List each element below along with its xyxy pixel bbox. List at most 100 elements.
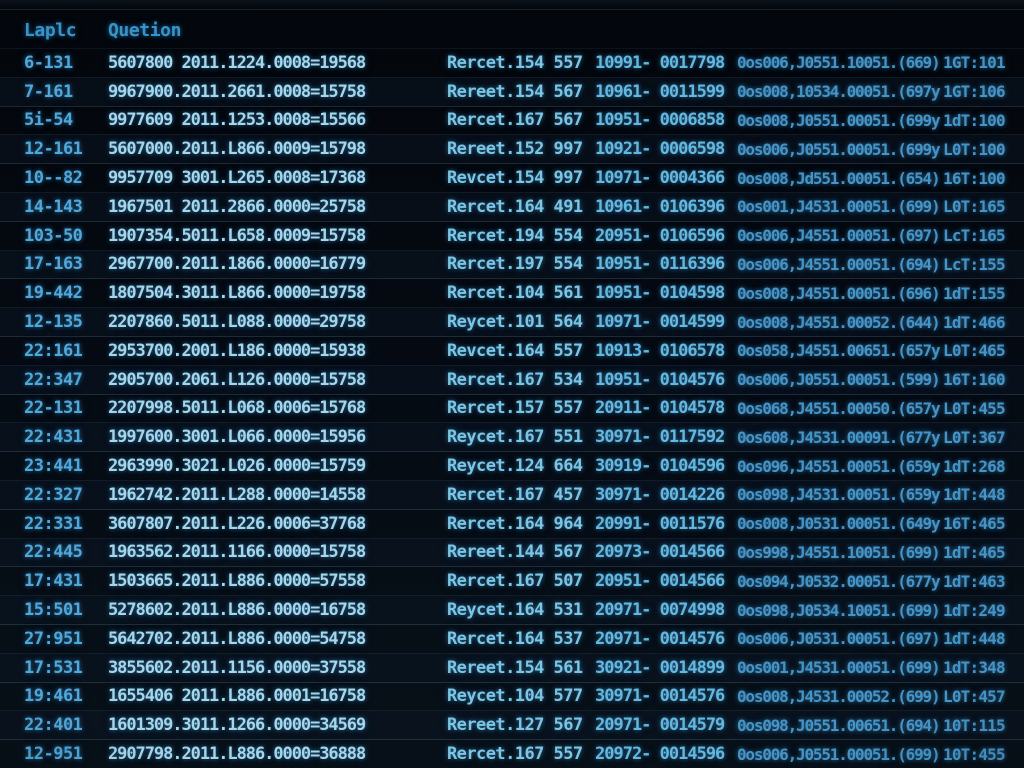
table-row: 22:431 1997600.3001.L066.0000=15956 Reycet…	[0, 422, 1024, 452]
cell-lot: 10T:115	[943, 715, 1006, 735]
table-row: 14-143 1967501 2011.2866.0000=25758 Rercet…	[0, 191, 1024, 221]
cell-os: 0os001,J4531.00051.(699)	[737, 197, 941, 217]
cell-rercet: Rereet.127 567	[447, 715, 583, 736]
cell-code: 10961- 0106396	[595, 196, 725, 217]
table-row: 10--82 9957709 3001.L265.0008=17368 Revcet…	[0, 163, 1024, 192]
cell-os: 0os094,J0532.00051.(677y	[737, 571, 941, 591]
cell-quetion: 9977609 2011.1253.0008=15566	[108, 110, 366, 131]
cell-lot: LcT:165	[943, 226, 1006, 246]
cell-rercet: Rercet.194 554	[447, 225, 583, 246]
data-table: 6-131 5607800 2011.1224.0008=19568 Rercet.…	[0, 48, 1024, 768]
cell-quetion: 1807504.3011.L866.0000=19758	[108, 283, 366, 304]
cell-lapic: 22-131	[24, 398, 83, 419]
cell-code: 10961- 0011599	[595, 81, 725, 102]
cell-rercet: Rercet.164 964	[447, 513, 583, 534]
cell-rercet: Rercet.104 561	[447, 283, 583, 304]
cell-code: 20951- 0014566	[595, 571, 725, 592]
table-row: 6-131 5607800 2011.1224.0008=19568 Rercet.…	[0, 48, 1024, 77]
table-row: 7-161 9967900.2011.2661.0008=15758 Rereet.…	[0, 76, 1024, 106]
cell-rercet: Rereet.154 561	[447, 657, 583, 678]
cell-quetion: 1601309.3011.1266.0000=34569	[108, 715, 366, 736]
cell-os: 0os098,J4531.00051.(659y	[737, 485, 941, 505]
cell-os: 0os058,J4551.00651.(657y	[737, 341, 941, 361]
cell-rercet: Rercet.167 507	[447, 571, 583, 592]
cell-code: 30921- 0014899	[595, 657, 725, 678]
cell-quetion: 5642702.2011.L886.0000=54758	[108, 628, 366, 649]
table-row: 19:461 1655406 2011.L886.0001=16758 Reycet…	[0, 681, 1024, 711]
cell-lapic: 19-442	[24, 283, 83, 304]
cell-lot: 16T:465	[943, 514, 1006, 534]
cell-code: 20951- 0106596	[595, 225, 725, 246]
cell-code: 10921- 0006598	[595, 139, 725, 160]
table-row: 12-135 2207860.5011.L088.0000=29758 Reycet…	[0, 307, 1024, 336]
cell-rercet: Rercet.157 557	[447, 398, 583, 419]
table-row: 22-131 2207998.5011.L068.0006=15768 Rercet…	[0, 393, 1024, 423]
cell-lapic: 17:431	[24, 571, 83, 592]
cell-os: 0os008,J0551.00051.(699y	[737, 110, 941, 130]
cell-os: 0os006,J4551.00051.(697)	[737, 226, 941, 246]
table-row: 22:401 1601309.3011.1266.0000=34569 Rereet…	[0, 710, 1024, 740]
table-row: 103-50 1907354.5011.L658.0009=15758 Rercet…	[0, 220, 1024, 250]
cell-os: 0os008,J4531.00052.(699)	[737, 686, 941, 706]
cell-lapic: 14-143	[24, 196, 83, 217]
column-header-quetion: Quetion	[108, 19, 182, 41]
cell-lot: 1dT:348	[943, 658, 1006, 678]
cell-quetion: 1907354.5011.L658.0009=15758	[108, 225, 366, 246]
cell-quetion: 1655406 2011.L886.0001=16758	[108, 686, 366, 707]
cell-os: 0os008,J0531.00051.(649y	[737, 514, 941, 534]
table-row: 5i-54 9977609 2011.1253.0008=15566 Rercet.…	[0, 105, 1024, 135]
cell-lot: L0T:455	[943, 398, 1006, 418]
cell-rercet: Reycet.124 664	[447, 456, 583, 477]
cell-quetion: 1963562.2011.1166.0000=15758	[108, 542, 366, 563]
cell-lot: L0T:457	[943, 686, 1006, 706]
cell-code: 10951- 0006858	[595, 110, 725, 131]
column-header-lapic: Laplc	[24, 19, 77, 41]
cell-quetion: 1962742.2011.L288.0000=14558	[108, 484, 366, 505]
cell-lot: L0T:100	[943, 139, 1006, 159]
table-row: 27:951 5642702.2011.L886.0000=54758 Rercet…	[0, 623, 1024, 653]
table-row: 12-161 5607000.2011.L866.0009=15798 Rereet…	[0, 134, 1024, 164]
table-row: 23:441 2963990.3021.L026.0000=15759 Reycet…	[0, 451, 1024, 480]
cell-lot: 1dT:100	[943, 110, 1006, 130]
cell-quetion: 1997600.3001.L066.0000=15956	[108, 427, 366, 448]
cell-rercet: Rereet.154 567	[447, 81, 583, 102]
cell-os: 0os006,J0551.10051.(669)	[737, 53, 941, 73]
cell-code: 10971- 0004366	[595, 168, 725, 189]
cell-code: 30971- 0014576	[595, 686, 725, 707]
cell-rercet: Rercet.167 567	[447, 110, 583, 131]
cell-code: 20972- 0014596	[595, 744, 725, 765]
cell-os: 0os006,J0531.00051.(697)	[737, 629, 941, 649]
cell-lapic: 22:347	[24, 369, 83, 390]
cell-code: 20911- 0104578	[595, 398, 725, 419]
cell-os: 0os998,J4551.10051.(699)	[737, 542, 941, 562]
cell-code: 10951- 0104576	[595, 369, 725, 390]
cell-code: 20971- 0074998	[595, 600, 725, 621]
table-row: 17:431 1503665.2011.L886.0000=57558 Rercet…	[0, 566, 1024, 595]
cell-quetion: 9967900.2011.2661.0008=15758	[108, 81, 366, 102]
cell-lot: 1GT:101	[943, 53, 1006, 73]
cell-quetion: 2953700.2001.L186.0000=15938	[108, 340, 366, 361]
cell-lot: LcT:155	[943, 254, 1006, 274]
table-row: 15:501 5278602.2011.L886.0000=16758 Reycet…	[0, 595, 1024, 624]
cell-lot: 1dT:466	[943, 312, 1006, 332]
cell-os: 0os001,J4531.00051.(699)	[737, 658, 941, 678]
cell-code: 30971- 0117592	[595, 427, 725, 448]
cell-os: 0os068,J4551.00050.(657y	[737, 398, 941, 418]
cell-lapic: 22:401	[24, 715, 83, 736]
cell-quetion: 3855602.2011.1156.0000=37558	[108, 657, 366, 678]
cell-lapic: 22:161	[24, 340, 83, 361]
cell-rercet: Reycet.167 551	[447, 427, 583, 448]
cell-rercet: Rereet.144 567	[447, 542, 583, 563]
cell-lot: 16T:100	[943, 168, 1006, 188]
cell-lapic: 103-50	[24, 225, 83, 246]
cell-lot: 10T:455	[943, 744, 1006, 764]
cell-lapic: 5i-54	[24, 110, 73, 131]
cell-rercet: Reycet.164 531	[447, 600, 583, 621]
cell-os: 0os006,J0551.00051.(599)	[737, 370, 941, 390]
cell-os: 0os006,J4551.00051.(694)	[737, 254, 941, 274]
cell-lapic: 27:951	[24, 628, 83, 649]
cell-quetion: 3607807.2011.L226.0006=37768	[108, 513, 366, 534]
cell-lot: L0T:465	[943, 341, 1006, 361]
cell-rercet: Rercet.164 537	[447, 628, 583, 649]
